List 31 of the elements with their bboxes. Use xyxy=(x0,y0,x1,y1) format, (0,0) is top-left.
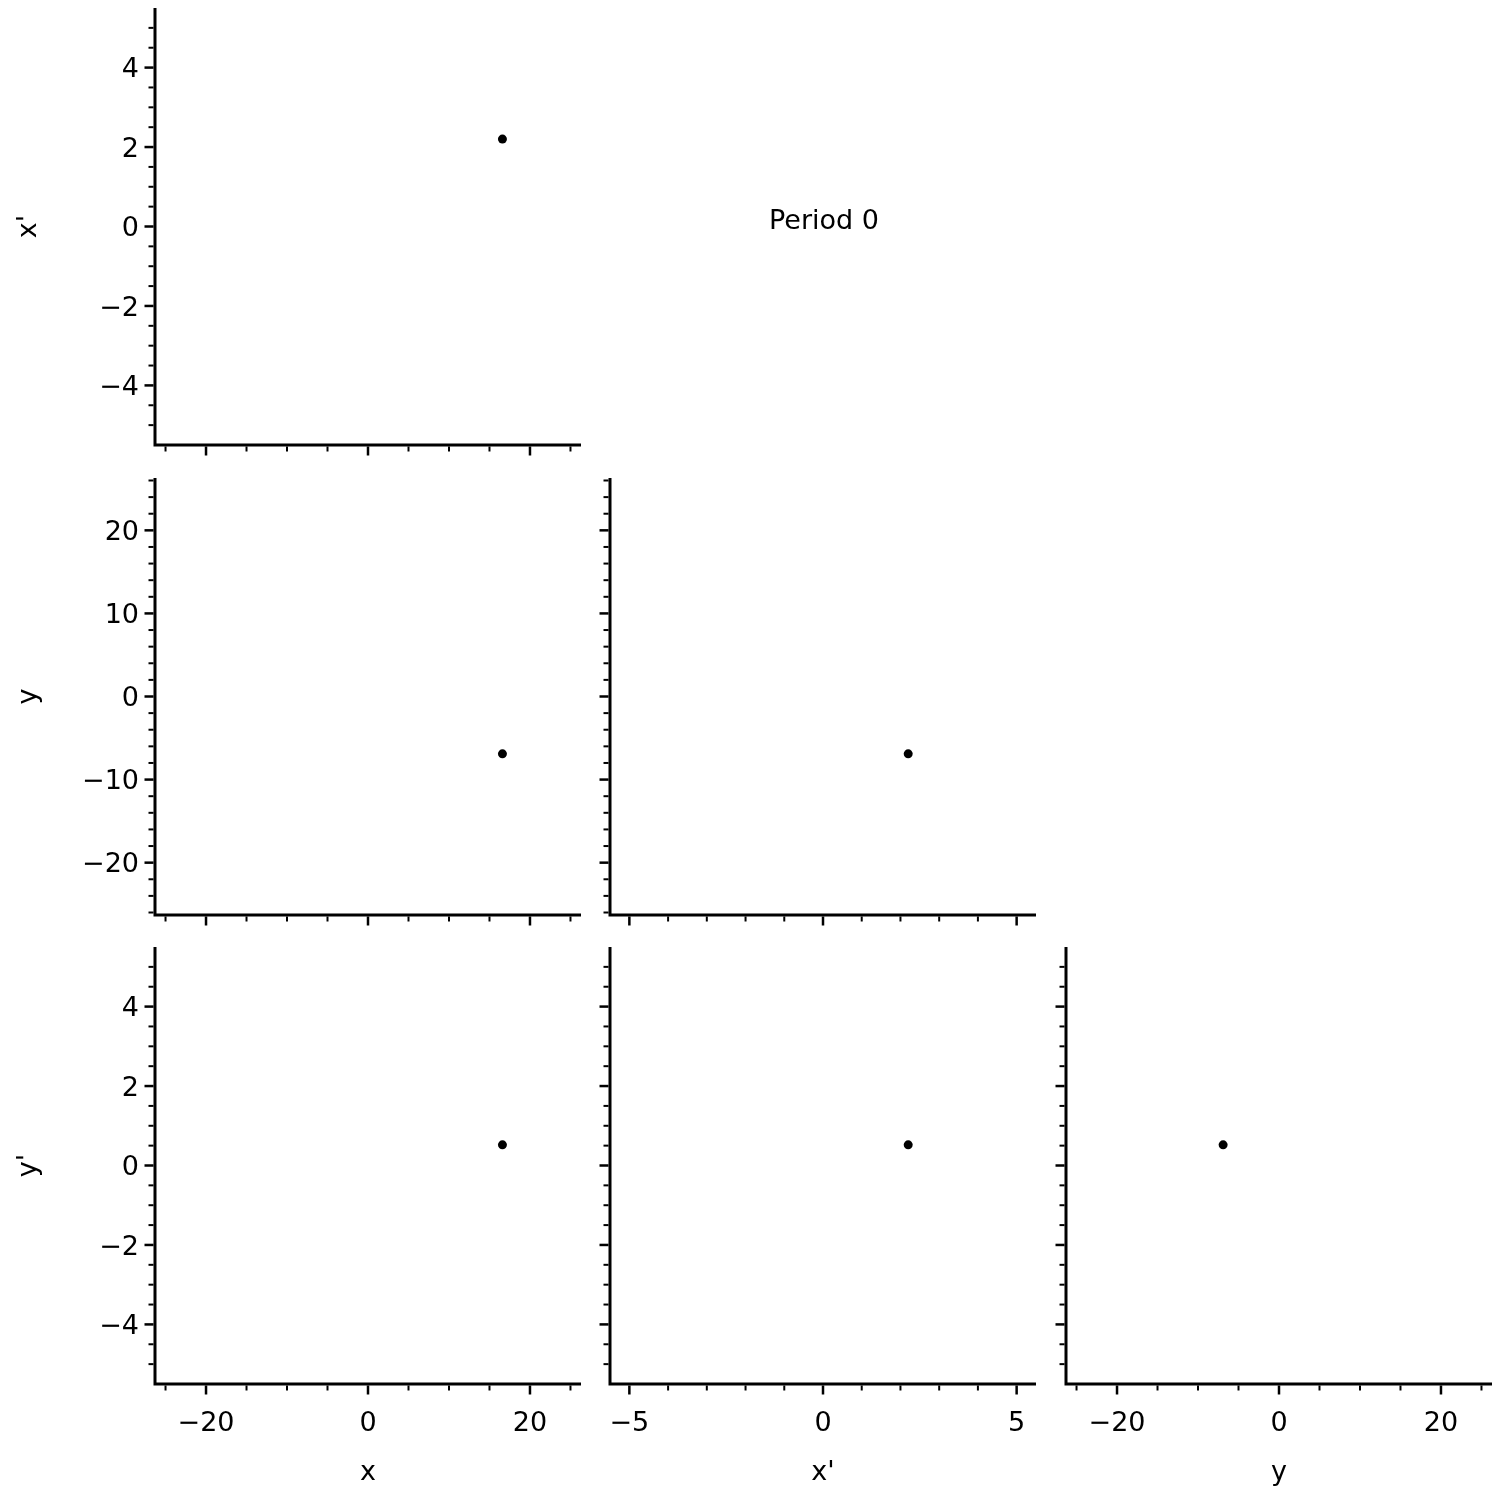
x-axis-title: y xyxy=(1271,1455,1288,1486)
x-tick-label: 20 xyxy=(512,1406,548,1437)
x-tick-label: −20 xyxy=(177,1406,235,1437)
y-tick-label: −4 xyxy=(99,1309,139,1341)
x-tick-label: 0 xyxy=(814,1406,832,1437)
y-tick-label: −10 xyxy=(82,764,139,796)
x-axis-title: x' xyxy=(811,1455,835,1486)
y-axis-title: x' xyxy=(11,214,42,239)
y-tick-label: 4 xyxy=(121,52,139,84)
y-tick-label: −2 xyxy=(99,290,139,322)
y-tick-label: 10 xyxy=(104,598,139,630)
y-tick-label: −2 xyxy=(99,1229,139,1261)
x-axis-title: x xyxy=(360,1455,377,1486)
y-tick-label: 2 xyxy=(121,131,139,163)
y-tick-label: 0 xyxy=(121,1150,139,1182)
x-tick-label: 0 xyxy=(359,1406,377,1437)
y-tick-label: 0 xyxy=(121,681,139,713)
y-tick-label: −20 xyxy=(82,847,139,879)
x-tick-label: −5 xyxy=(609,1406,650,1437)
x-tick-label: 0 xyxy=(1270,1406,1288,1437)
y-axis-title: y' xyxy=(11,1153,42,1178)
y-tick-label: 4 xyxy=(121,991,139,1023)
y-tick-label: −4 xyxy=(99,370,139,402)
y-tick-label: 20 xyxy=(104,515,139,547)
x-tick-label: 5 xyxy=(1008,1406,1026,1437)
y-tick-label: 0 xyxy=(121,211,139,243)
text: Period 0 xyxy=(769,204,879,235)
x-tick-label: 20 xyxy=(1423,1406,1459,1437)
y-axis-title: y xyxy=(11,688,42,705)
x-tick-label: −20 xyxy=(1088,1406,1146,1437)
y-tick-label: 2 xyxy=(121,1070,139,1102)
